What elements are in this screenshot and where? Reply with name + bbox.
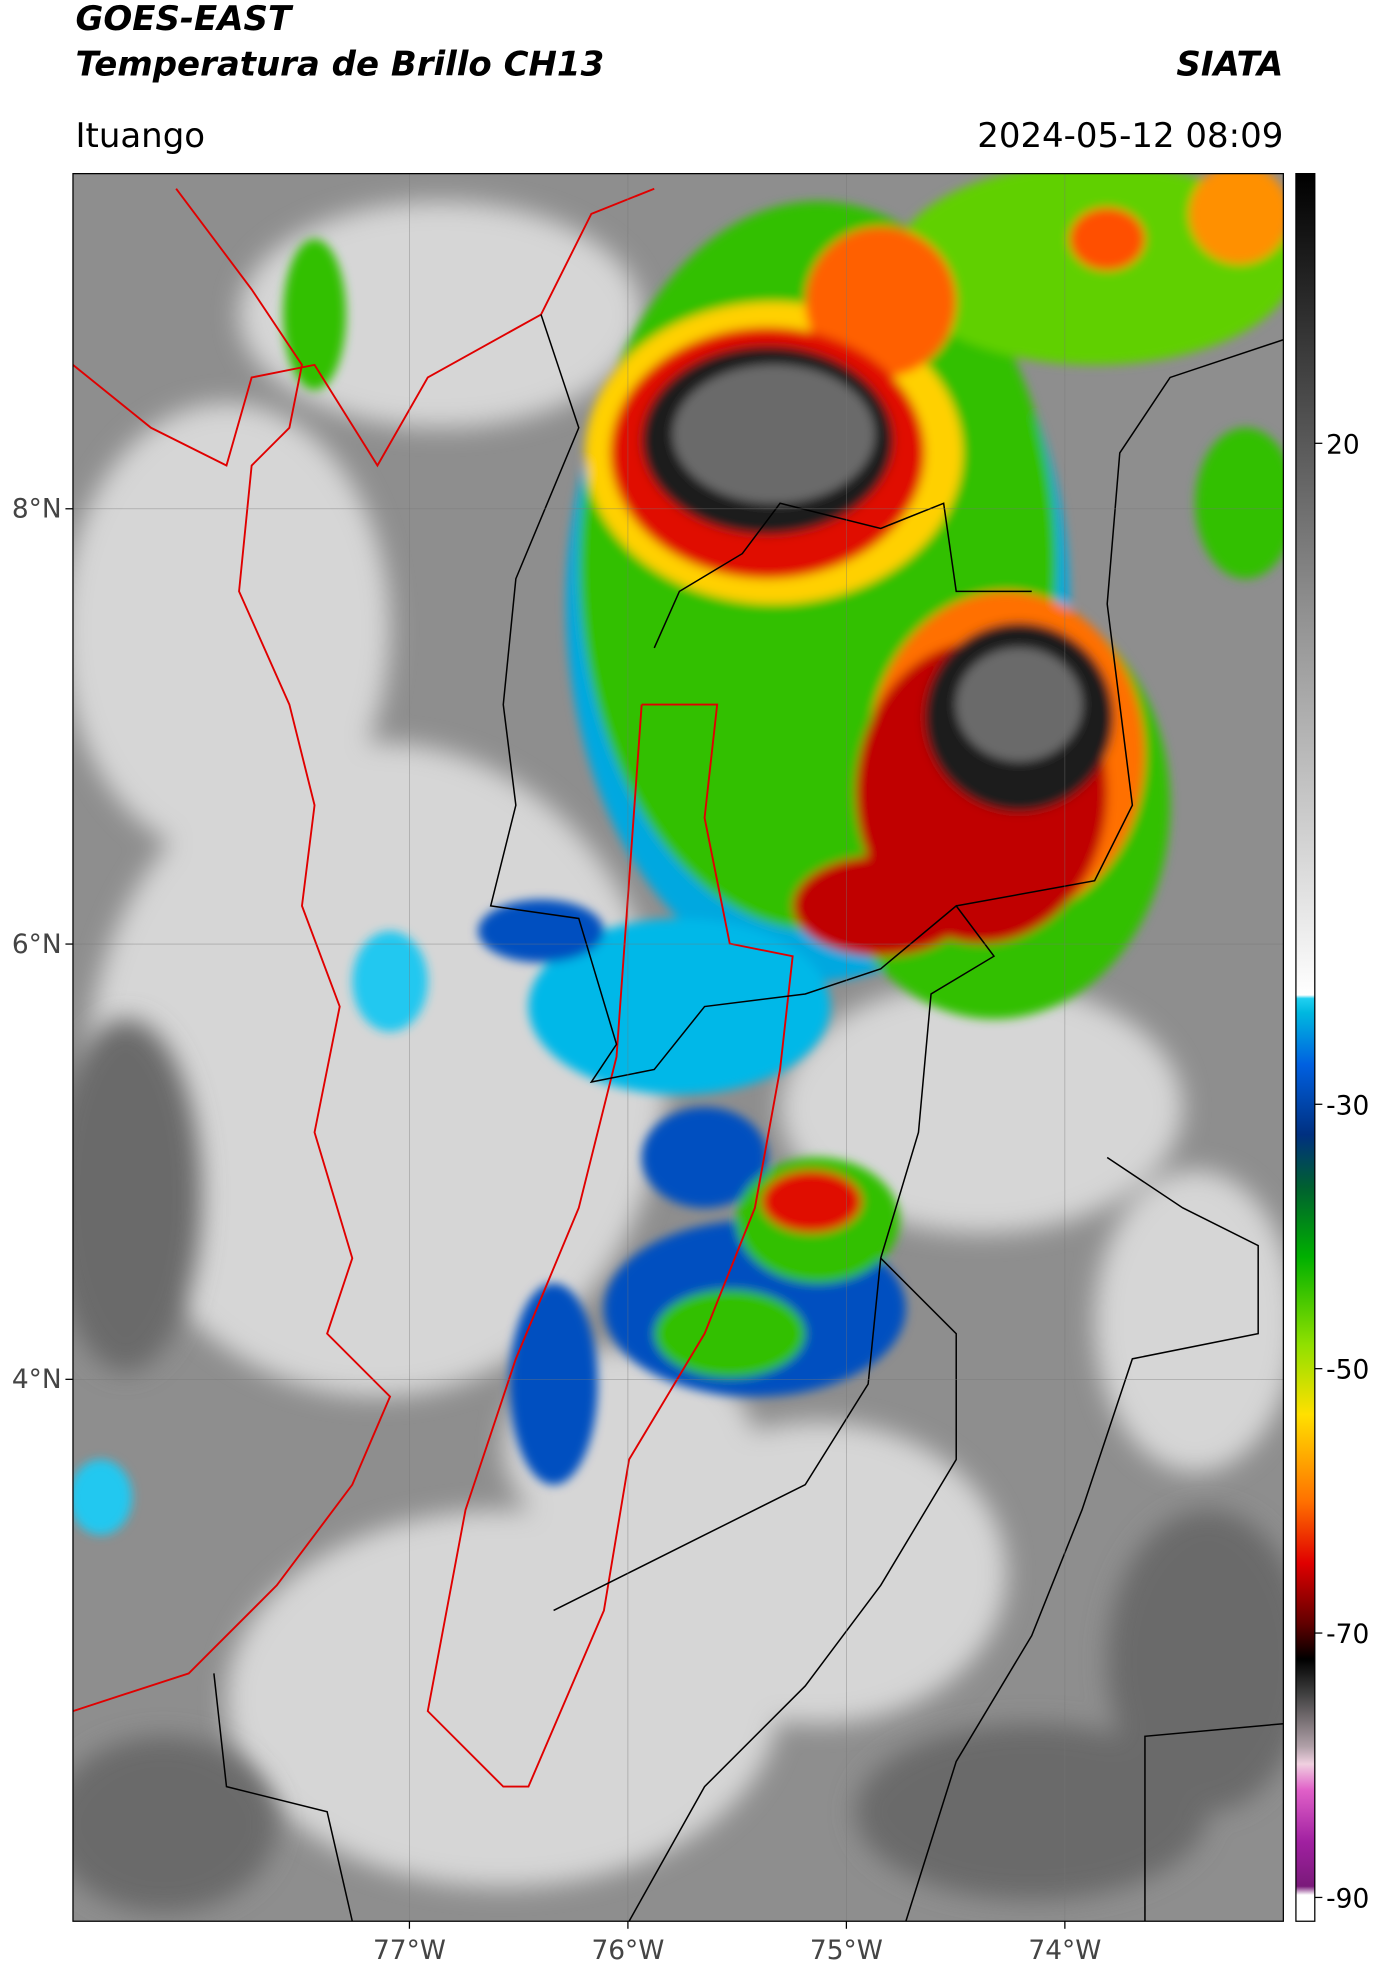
region: Ituango xyxy=(75,116,205,156)
colorbar-tick-label: -50 xyxy=(1326,1355,1369,1386)
title: GOES-EAST xyxy=(75,0,293,39)
satellite-image xyxy=(72,173,1284,1922)
colorbar-tick-label: -90 xyxy=(1326,1884,1369,1915)
y-tick-label: 6°N xyxy=(12,929,62,960)
agency: SIATA xyxy=(1176,44,1283,84)
graticule xyxy=(72,173,1284,1922)
subtitle: Temperatura de Brillo CH13 xyxy=(75,44,604,84)
colorbar-tick-label: -70 xyxy=(1326,1619,1369,1650)
x-tick-label: 75°W xyxy=(810,1935,883,1966)
colorbar-tick-label: -30 xyxy=(1326,1090,1369,1121)
datetime: 2024-05-12 08:09 xyxy=(977,116,1283,156)
x-tick-label: 74°W xyxy=(1028,1935,1101,1966)
colorbar-tick-label: 20 xyxy=(1326,429,1360,460)
y-tick-label: 4°N xyxy=(12,1364,62,1395)
x-tick-label: 76°W xyxy=(591,1935,664,1966)
y-tick-label: 8°N xyxy=(12,494,62,525)
colorbar xyxy=(1295,172,1316,1922)
x-tick-label: 77°W xyxy=(373,1935,446,1966)
map-frame xyxy=(72,172,1284,1922)
